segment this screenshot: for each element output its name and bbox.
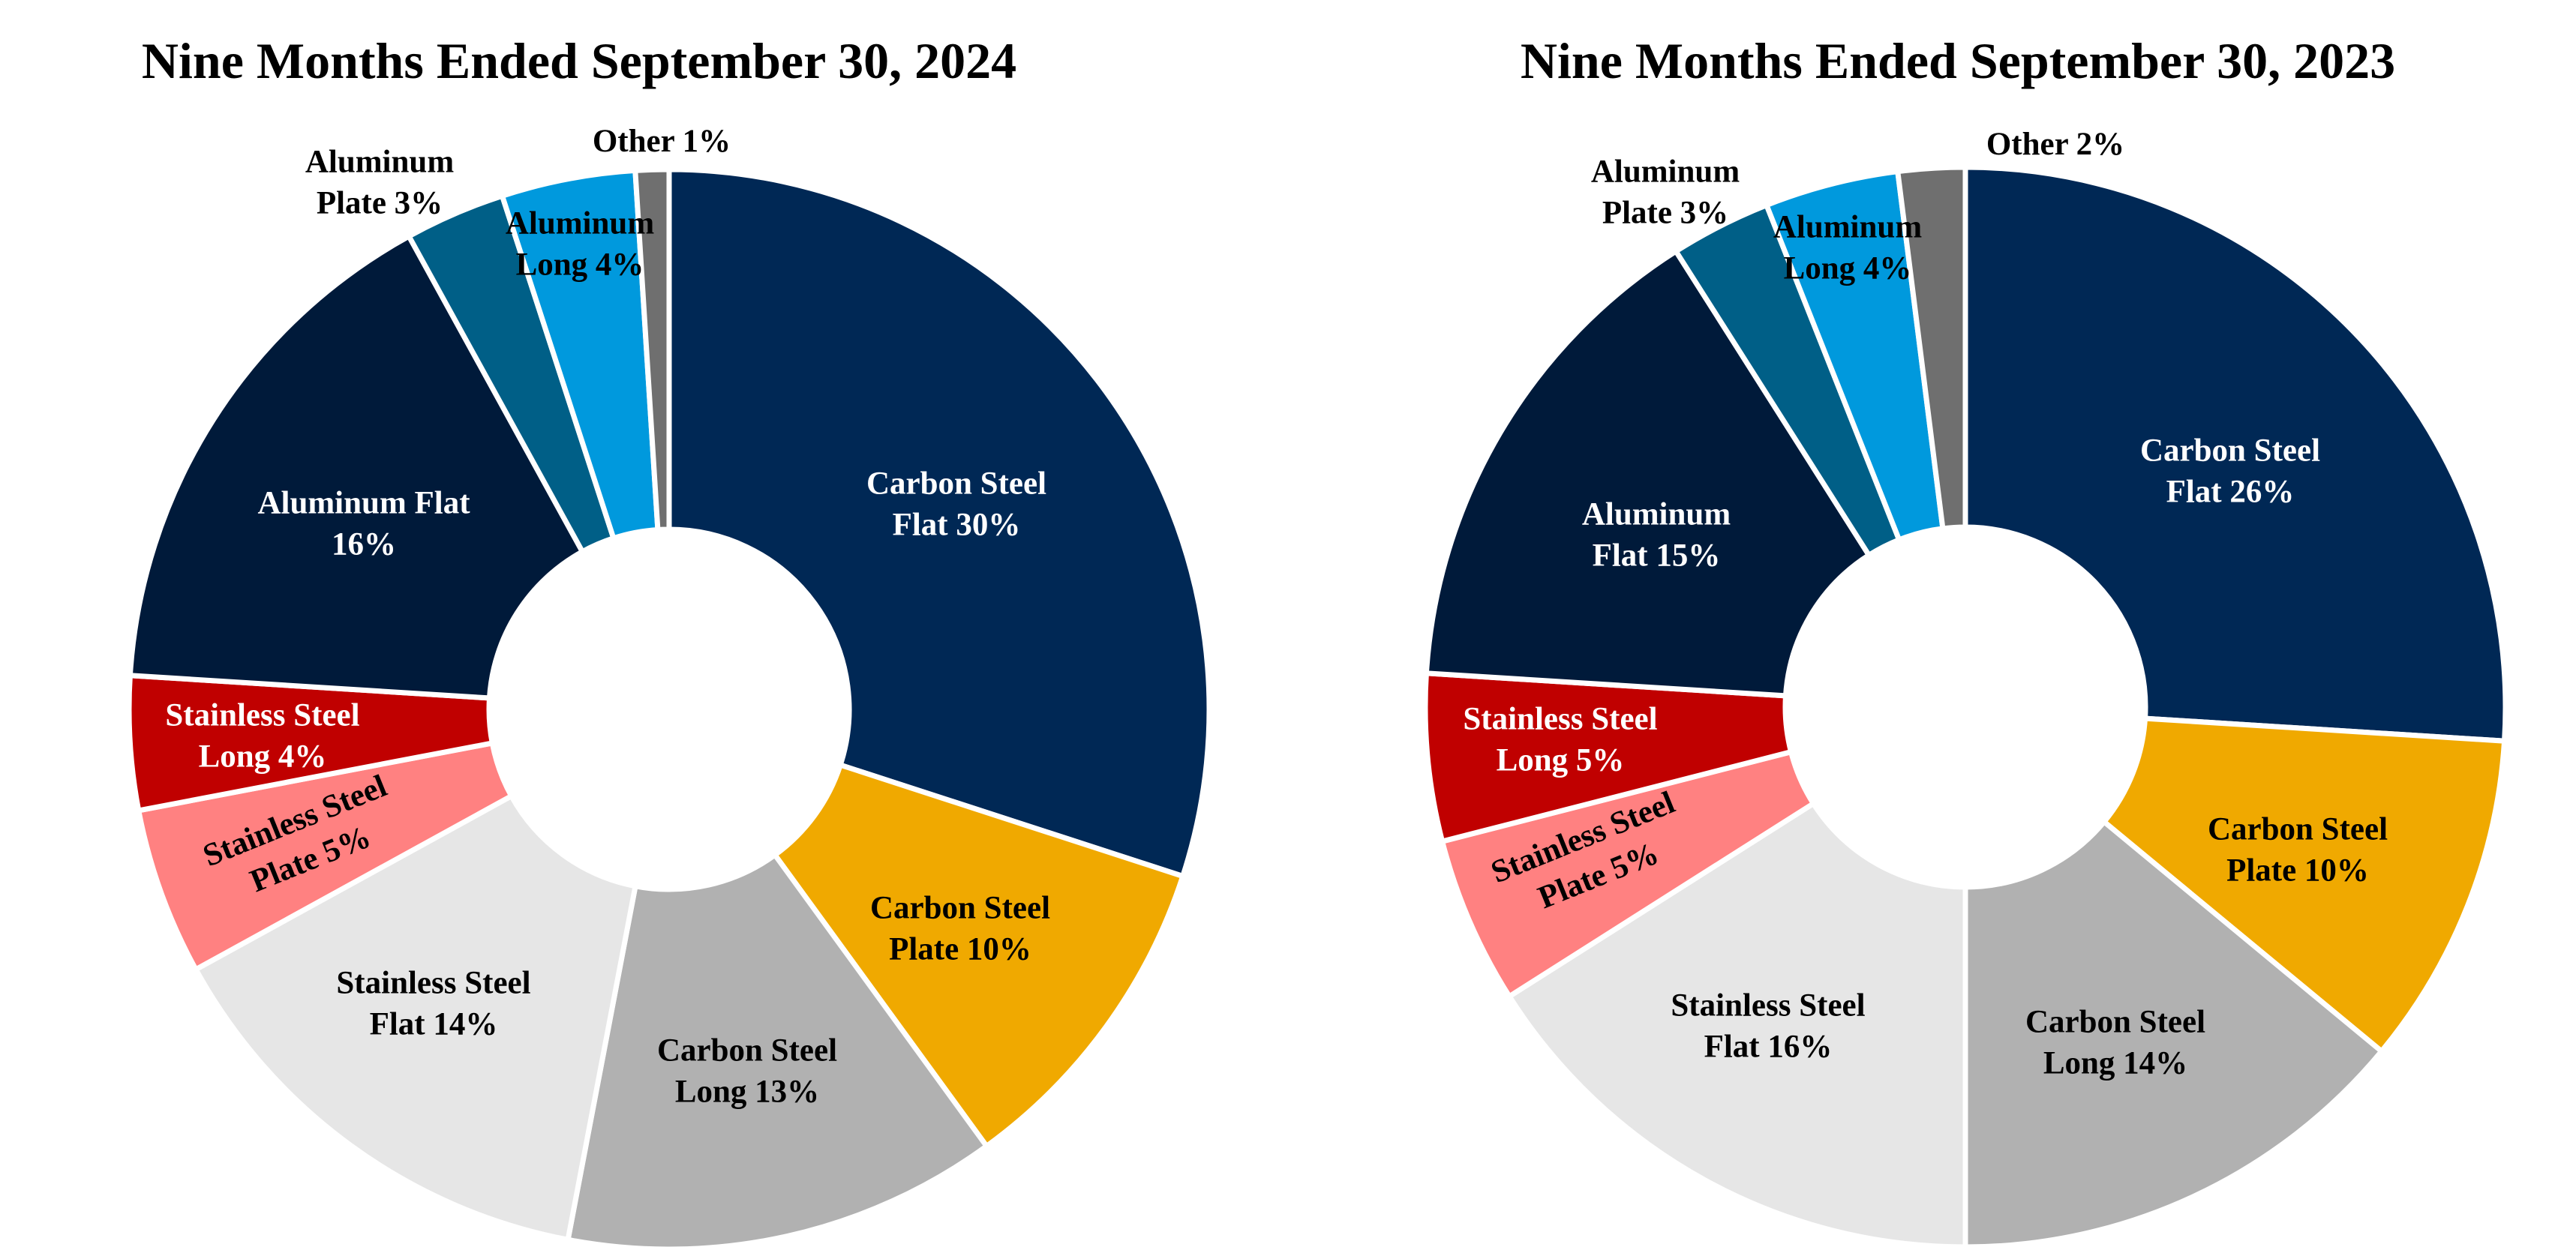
slice-label-line: Flat 14% (370, 1007, 498, 1042)
slice-label-line: Long 5% (1497, 743, 1625, 778)
slice-label: Other 2% (1986, 127, 2124, 162)
slice-label-line: Aluminum Flat (257, 486, 470, 521)
slice-label-line: 16% (332, 527, 396, 562)
donut-slice (135, 739, 515, 973)
slice-label: Stainless Steel Flat 14% (336, 966, 530, 1042)
donut-slice (666, 166, 1212, 880)
slice-label-line: Long 4% (199, 739, 327, 775)
slice-label: Aluminum Plate 3% (1591, 154, 1740, 231)
slice-label: Carbon Steel Flat 26% (2140, 433, 2320, 510)
slices-2023 (1422, 164, 2508, 1250)
donut-slice (1506, 799, 1968, 1250)
donut-chart-2024: Nine Months Ended September 30, 2024 Car… (126, 32, 1212, 1252)
donut-slice (192, 792, 639, 1243)
slices-2024 (126, 166, 1212, 1252)
slice-label-line: Carbon Steel (2208, 812, 2388, 847)
slice-label: Stainless Steel Long 5% (1463, 702, 1657, 778)
slice-label-line: Stainless Steel (336, 966, 530, 1001)
donut-slice (1962, 818, 2385, 1250)
slice-label-line: Long 4% (516, 247, 644, 283)
slice-label-line: Flat 26% (2166, 475, 2295, 510)
donut-slice (771, 761, 1187, 1150)
slice-label-line: Aluminum (1591, 154, 1740, 190)
slice-label-line: Aluminum (506, 206, 655, 241)
slice-label-line: Plate 10% (889, 932, 1031, 967)
slice-label-line: Carbon Steel (2140, 433, 2320, 469)
slice-label: Aluminum Flat 15% (1582, 497, 1731, 574)
slice-label-line: Carbon Steel (2025, 1005, 2205, 1040)
slice-label-line: Carbon Steel (870, 891, 1050, 926)
slice-label-line: Aluminum (1773, 210, 1923, 245)
donut-slice (564, 851, 991, 1252)
slice-label-line: Stainless Steel (1463, 702, 1657, 737)
chart-title-2024: Nine Months Ended September 30, 2024 (142, 32, 1016, 89)
donut-slice (1894, 164, 1968, 532)
slice-label: Stainless Steel Flat 16% (1671, 988, 1865, 1065)
donut-slice (1423, 247, 1873, 699)
slice-label-line: Aluminum (1582, 497, 1731, 532)
donut-slice (1422, 670, 1794, 845)
slice-label-line: Aluminum (305, 145, 455, 180)
donut-slice (1962, 164, 2508, 744)
slice-label-line: Long 14% (2043, 1046, 2187, 1081)
donut-slice (1439, 748, 1818, 1000)
slice-label: Carbon Steel Plate 10% (870, 891, 1050, 967)
slice-label: Aluminum Flat 16% (257, 486, 470, 562)
slice-label-line: Stainless Steel (165, 698, 359, 733)
slice-label: Aluminum Plate 3% (305, 145, 455, 221)
slice-label-line: Other 1% (593, 124, 731, 159)
slice-label-line: Stainless Steel (1671, 988, 1865, 1024)
slice-label-line: Flat 16% (1704, 1030, 1833, 1065)
slice-label: Aluminum Long 4% (1773, 210, 1923, 286)
slice-label: Carbon Steel Flat 30% (866, 466, 1046, 543)
slice-label: Stainless Steel Long 4% (165, 698, 359, 775)
slice-label-line: Flat 15% (1593, 538, 1721, 574)
donut-slice (2100, 715, 2508, 1055)
donut-slice (127, 232, 587, 701)
donut-slice (632, 166, 672, 533)
slice-label: Other 1% (593, 124, 731, 159)
slice-label: Carbon Steel Long 13% (657, 1033, 837, 1110)
donut-chart-2023: Nine Months Ended September 30, 2023 Car… (1422, 32, 2508, 1250)
slice-label: Aluminum Long 4% (506, 206, 655, 283)
slice-label-line: Flat 30% (893, 508, 1021, 543)
slice-label-line: Other 2% (1986, 127, 2124, 162)
slice-label: Carbon Steel Plate 10% (2208, 812, 2388, 889)
labels-2023: Carbon Steel Flat 26% Carbon Steel Plate 10… (1463, 127, 2388, 1081)
slice-label-line: Long 13% (675, 1075, 819, 1110)
slice-label-line: Carbon Steel (657, 1033, 837, 1069)
slice-label-line: Plate 3% (317, 186, 443, 221)
slice-label-line: Plate 10% (2226, 853, 2369, 889)
slice-label-line: Plate 3% (1602, 196, 1728, 231)
slice-label-line: Carbon Steel (866, 466, 1046, 502)
chart-title-2023: Nine Months Ended September 30, 2023 (1521, 32, 2395, 89)
slice-label: Carbon Steel Long 14% (2025, 1005, 2205, 1081)
slice-label-line: Long 4% (1784, 251, 1912, 286)
